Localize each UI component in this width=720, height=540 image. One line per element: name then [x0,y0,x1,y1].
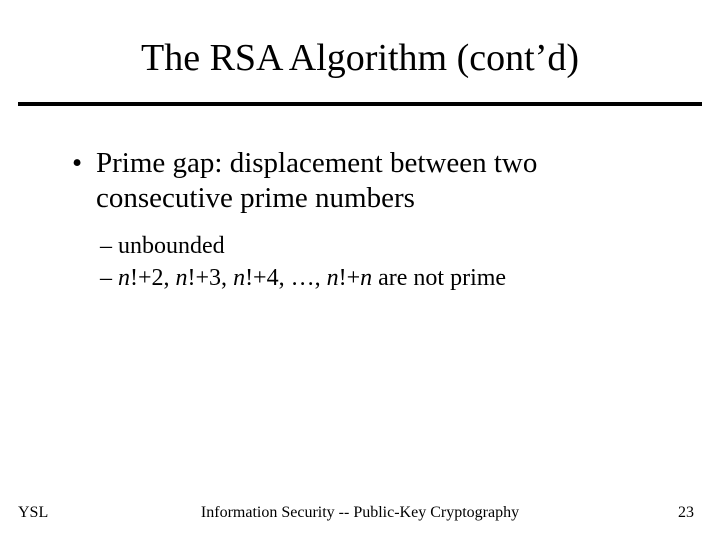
dash-marker: – [100,263,118,294]
sub2-p3: n [176,265,188,291]
footer-title: Information Security -- Public-Key Crypt… [0,504,720,522]
sub2-p6: !+4, …, [245,265,327,291]
dash-marker: – [100,231,118,262]
slide: The RSA Algorithm (cont’d) •Prime gap: d… [0,0,720,540]
sub2-p9: n [360,265,372,291]
bullet-text-line2: consecutive prime numbers [96,181,672,216]
bullet-text-line1: Prime gap: displacement between two [96,147,537,179]
sub-item-1: –unbounded [100,231,672,262]
sub2-p5: n [233,265,245,291]
slide-title: The RSA Algorithm (cont’d) [0,36,720,80]
sub2-p7: n [327,265,339,291]
sub2-p2: !+2, [130,265,176,291]
sub-item-2: –n!+2, n!+3, n!+4, …, n!+n are not prime [100,263,672,294]
bullet-marker: • [72,146,96,181]
sub2-p10: are not prime [372,265,506,291]
sub2-p8: !+ [339,265,361,291]
page-number: 23 [678,504,694,522]
title-underline [18,102,702,106]
sub2-p4: !+3, [188,265,234,291]
slide-body: •Prime gap: displacement between two con… [72,146,672,294]
sub2-p1: n [118,265,130,291]
sub-item-1-text: unbounded [118,233,225,259]
bullet-item-1: •Prime gap: displacement between two con… [72,146,672,217]
